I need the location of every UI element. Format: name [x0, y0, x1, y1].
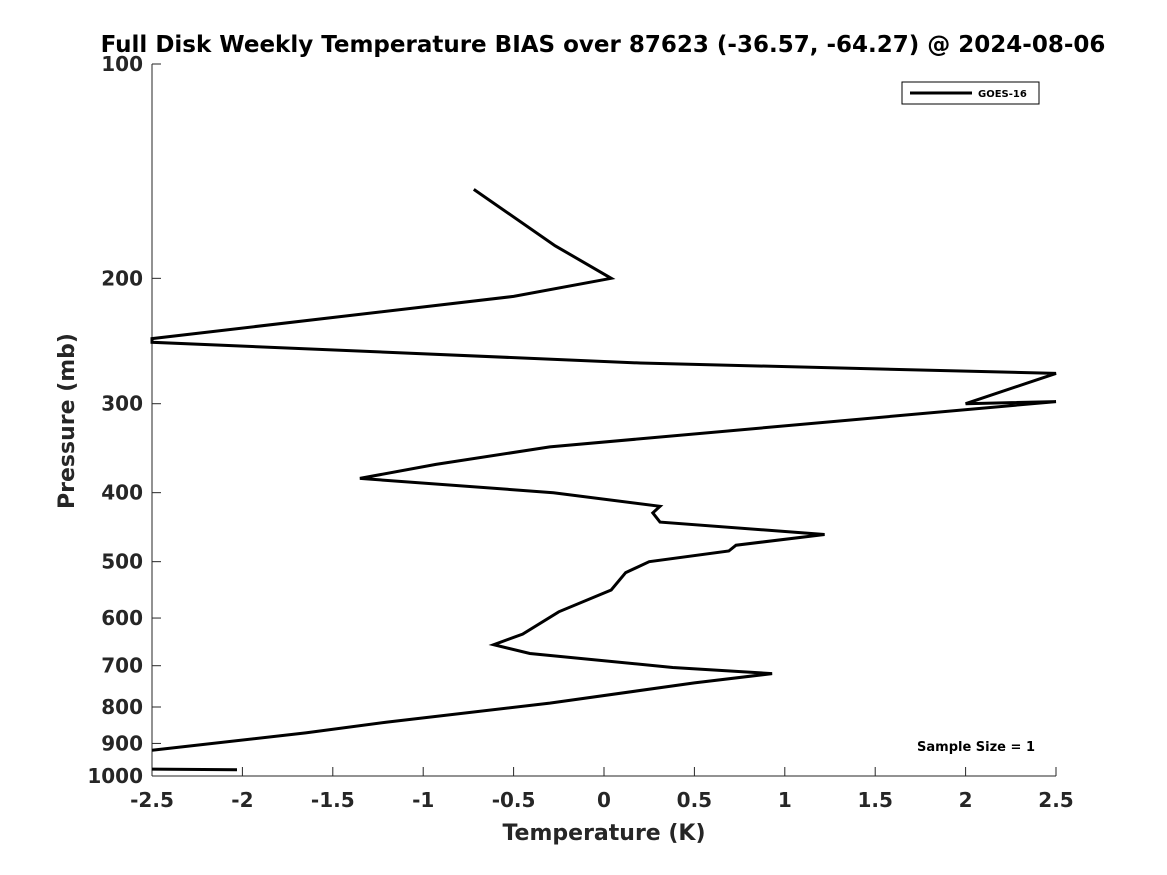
plot-area: -2.5 -2 -1.5 -1 -0.5 0 0.5 1 1.5 2 2.5 100 200 300 400…: [87, 52, 1073, 812]
x-tick-label: 0.5: [677, 788, 712, 812]
y-tick-label: 100: [101, 52, 143, 76]
x-tick-label: 1.5: [857, 788, 892, 812]
y-tick-label: 700: [101, 654, 143, 678]
y-tick-label: 800: [101, 695, 143, 719]
legend: GOES-16: [901, 81, 1040, 105]
legend-label-goes-16: GOES-16: [978, 89, 1027, 100]
y-tick-label: 200: [101, 266, 143, 290]
x-tick-label: -1.5: [311, 788, 355, 812]
x-tick-label: -2.5: [130, 788, 174, 812]
series-line-goes-16-segment-0: [150, 188, 1057, 752]
x-tick-label: 2: [959, 788, 973, 812]
y-tick-label: 900: [101, 731, 143, 755]
sample-size-annotation: Sample Size = 1: [917, 740, 1035, 755]
x-tick-label: -1: [412, 788, 434, 812]
y-tick-label: 400: [101, 481, 143, 505]
y-tick-label: 1000: [87, 764, 143, 788]
x-tick-label: -2: [231, 788, 253, 812]
y-tick-label: 500: [101, 550, 143, 574]
chart-title: Full Disk Weekly Temperature BIAS over 8…: [101, 32, 1106, 58]
series-line-goes-16-segment-1: [151, 767, 238, 772]
x-tick-label: 2.5: [1038, 788, 1073, 812]
x-tick-label: 0: [597, 788, 611, 812]
x-axis-title: Temperature (K): [502, 821, 705, 846]
y-tick-label: 600: [101, 606, 143, 630]
y-axis-title: Pressure (mb): [55, 333, 80, 509]
y-tick-label: 300: [101, 392, 143, 416]
x-tick-label: 1: [778, 788, 792, 812]
x-tick-label: -0.5: [492, 788, 536, 812]
